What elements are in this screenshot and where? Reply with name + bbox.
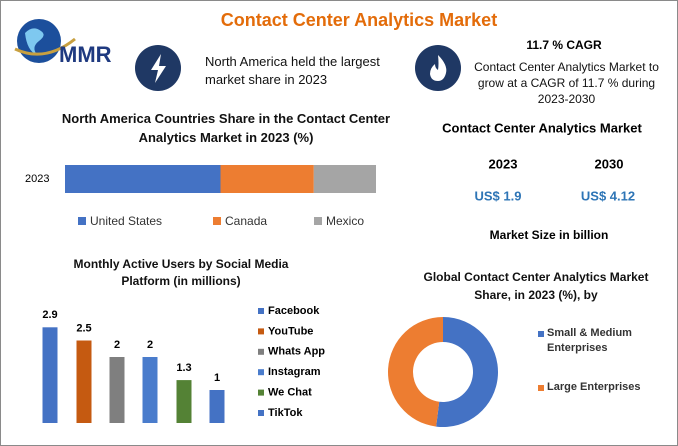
legend-swatch <box>538 331 544 337</box>
legend-label: Facebook <box>268 305 320 317</box>
legend-swatch <box>258 389 264 396</box>
chart-title: North America Countries Share in the Con… <box>61 111 391 145</box>
logo-land <box>25 28 44 55</box>
legend-swatch <box>258 308 264 314</box>
bar <box>42 327 58 423</box>
year-label: 2023 <box>489 156 518 171</box>
bar <box>176 380 192 423</box>
cagr-title: 11.7 % CAGR <box>526 38 602 52</box>
bar <box>142 357 158 423</box>
data-label: 2 <box>114 339 120 351</box>
legend-swatch <box>258 348 264 355</box>
data-label: 2 <box>147 339 153 351</box>
legend-swatch <box>213 217 221 225</box>
legend-swatch <box>314 217 322 225</box>
legend-swatch <box>258 369 264 376</box>
chart-title: Monthly Active Users by Social Media Pla… <box>73 257 289 288</box>
bar <box>209 390 225 423</box>
bar-segment <box>313 165 376 193</box>
legend-label: YouTube <box>268 325 313 337</box>
data-label: 2.9 <box>42 309 57 321</box>
legend-label: Canada <box>225 214 267 228</box>
donut-slice <box>436 317 498 427</box>
data-label: 1.3 <box>176 362 191 374</box>
highlight-text: North America held the largest market sh… <box>205 54 380 87</box>
icon-bolt-glyph <box>151 54 166 83</box>
icon-flame-glyph <box>430 55 447 81</box>
logo-swoosh <box>14 37 76 56</box>
legend-label: United States <box>90 214 162 228</box>
legend-swatch <box>78 217 86 225</box>
legend-swatch <box>258 328 264 335</box>
page-title: Contact Center Analytics Market <box>221 10 497 30</box>
category-label: 2023 <box>25 173 49 185</box>
legend-label: We Chat <box>268 387 312 399</box>
legend-label: TikTok <box>268 407 303 419</box>
legend-label: Whats App <box>268 346 325 358</box>
legend-label: Mexico <box>326 214 364 228</box>
market-value: US$ 4.12 <box>581 188 635 203</box>
icon-flame <box>415 45 461 91</box>
market-size-note: Market Size in billion <box>490 228 609 242</box>
legend-label: Instagram <box>268 366 321 378</box>
data-label: 1 <box>214 372 220 384</box>
market-value: US$ 1.9 <box>475 188 522 203</box>
bar-segment <box>220 165 314 193</box>
legend-label: Small & Medium Enterprises <box>547 327 632 354</box>
year-label: 2030 <box>595 156 624 171</box>
market-size-title: Contact Center Analytics Market <box>442 120 642 135</box>
bar <box>109 357 125 423</box>
donut-slice <box>387 317 443 427</box>
bar-segment <box>65 165 221 193</box>
data-label: 2.5 <box>76 322 91 334</box>
cagr-text: Contact Center Analytics Market to grow … <box>474 60 659 106</box>
bar <box>76 340 92 423</box>
legend-swatch <box>538 385 544 391</box>
chart-title: Global Contact Center Analytics Market S… <box>423 270 649 302</box>
legend-swatch <box>258 410 264 416</box>
legend-label: Large Enterprises <box>547 381 641 393</box>
logo-text: MMR <box>59 42 112 67</box>
